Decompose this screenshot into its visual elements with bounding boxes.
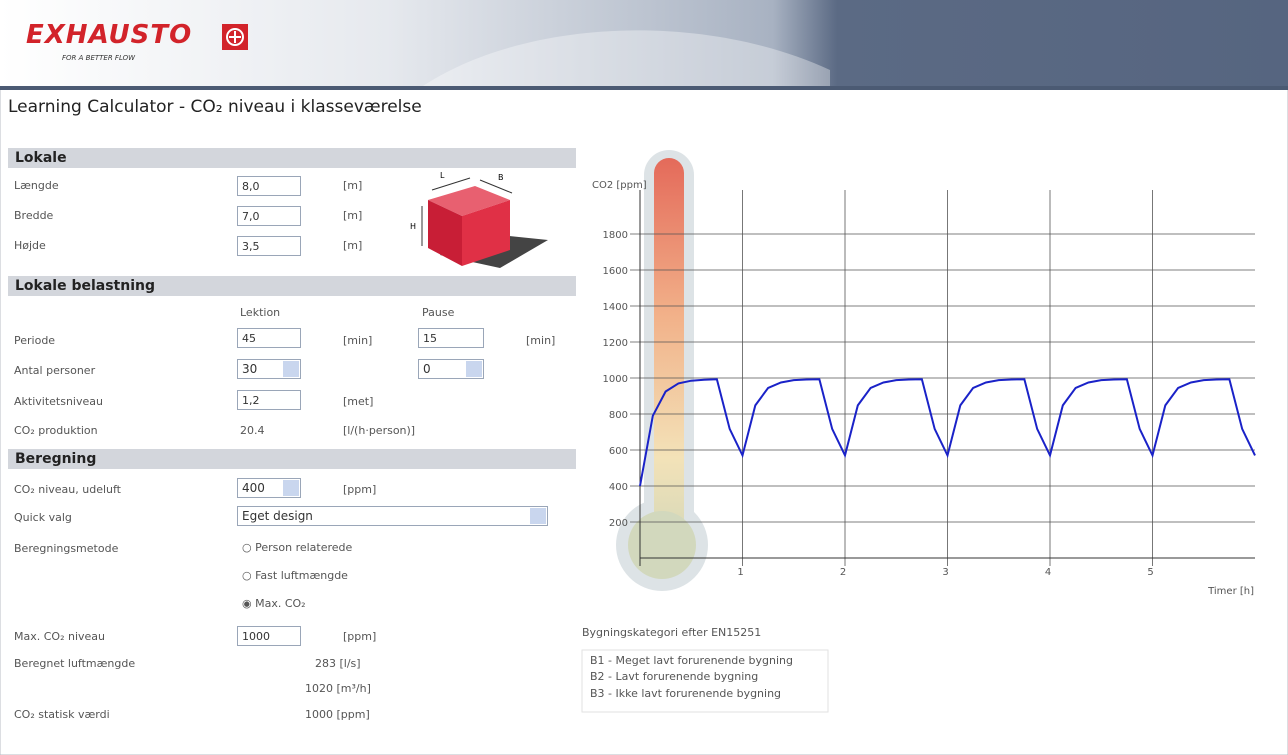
field-label: Beregnet luftmængde [14, 657, 135, 670]
select-arrow[interactable] [283, 480, 299, 496]
unit: [m] [343, 239, 362, 252]
dim-line [432, 178, 470, 190]
y-tick-label: 1600 [603, 266, 628, 277]
unit: [ppm] [343, 630, 376, 643]
y-tick-label: 400 [609, 482, 628, 493]
thermo-bulb [628, 511, 696, 579]
x-tick-label: 2 [840, 567, 846, 578]
select[interactable]: 400 [237, 478, 301, 498]
radio[interactable]: ○ Fast luftmængde [242, 569, 348, 582]
radio[interactable]: ◉ Max. CO₂ [242, 597, 306, 610]
x-tick-label: 4 [1045, 567, 1051, 578]
radio[interactable]: ○ Person relaterede [242, 541, 352, 554]
legend-item: B2 - Lavt forurenende bygning [590, 670, 758, 683]
select-arrow[interactable] [530, 508, 546, 524]
select-value: 0 [423, 362, 431, 376]
unit: [m] [343, 179, 362, 192]
logo: EXHAUSTO [26, 20, 192, 50]
radio-label: Max. CO₂ [255, 597, 305, 610]
field-label: Beregningsmetode [14, 542, 118, 555]
y-tick-label: 1000 [603, 374, 628, 385]
radio-label: Fast luftmængde [255, 569, 348, 582]
unit: [min] [526, 334, 555, 347]
select[interactable]: Eget design [237, 506, 548, 526]
column-heading: Pause [422, 306, 454, 319]
field-label: Længde [14, 179, 59, 192]
value-text: 20.4 [240, 424, 265, 437]
text-input[interactable]: 1000 [237, 626, 301, 646]
select-arrow[interactable] [283, 361, 299, 377]
y-tick-label: 1800 [603, 230, 628, 241]
dim-label: L [440, 171, 445, 180]
page: L B H 200 400 600 800 1000 1200 1400 1600 1800 1 2… [0, 0, 1288, 755]
field-label: Højde [14, 239, 46, 252]
value-text: 1020 [m³/h] [305, 682, 371, 695]
text-input[interactable]: 3,5 [237, 236, 301, 256]
unit: [ppm] [343, 483, 376, 496]
field-label: Periode [14, 334, 55, 347]
tagline: FOR A BETTER FLOW [62, 54, 135, 62]
field-label: Antal personer [14, 364, 95, 377]
legend-title: Bygningskategori efter EN15251 [582, 626, 761, 639]
unit: [m] [343, 209, 362, 222]
y-tick-label: 200 [609, 518, 628, 529]
y-axis-title: CO2 [ppm] [592, 180, 647, 191]
room-diagram: L B H [410, 171, 548, 268]
value-text: 283 [l/s] [315, 657, 361, 670]
select-value: Eget design [242, 509, 313, 523]
dim-label: H [410, 222, 416, 231]
radio-label: Person relaterede [255, 541, 352, 554]
field-label: Aktivitetsniveau [14, 395, 103, 408]
y-tick-label: 1400 [603, 302, 628, 313]
select[interactable]: 0 [418, 359, 484, 379]
field-label: Quick valg [14, 511, 72, 524]
value-text: 1000 [ppm] [305, 708, 370, 721]
unit: [met] [343, 395, 373, 408]
header-rule [0, 86, 1288, 90]
x-tick-label: 1 [737, 567, 743, 578]
field-label: CO₂ produktion [14, 424, 98, 437]
section-heading: Lokale [8, 148, 576, 168]
field-label: CO₂ niveau, udeluft [14, 483, 121, 496]
legend-item: B1 - Meget lavt forurenende bygning [590, 654, 793, 667]
column-heading: Lektion [240, 306, 280, 319]
text-input[interactable]: 15 [418, 328, 484, 348]
section-heading: Beregning [8, 449, 576, 469]
select-value: 30 [242, 362, 257, 376]
thermometer [616, 150, 708, 591]
field-label: Max. CO₂ niveau [14, 630, 105, 643]
text-input[interactable]: 45 [237, 328, 301, 348]
section-heading: Lokale belastning [8, 276, 576, 296]
text-input[interactable]: 1,2 [237, 390, 301, 410]
y-tick-label: 800 [609, 410, 628, 421]
field-label: CO₂ statisk værdi [14, 708, 110, 721]
thermo-tube [654, 158, 684, 558]
legend-item: B3 - Ikke lavt forurenende bygning [590, 687, 781, 700]
select-value: 400 [242, 481, 265, 495]
x-tick-label: 3 [942, 567, 948, 578]
y-tick-label: 600 [609, 446, 628, 457]
field-label: Bredde [14, 209, 53, 222]
select[interactable]: 30 [237, 359, 301, 379]
unit: [l/(h·person)] [343, 424, 415, 437]
y-tick-label: 1200 [603, 338, 628, 349]
page-title: Learning Calculator - CO₂ niveau i klass… [8, 97, 422, 117]
dim-label: B [498, 173, 504, 182]
text-input[interactable]: 7,0 [237, 206, 301, 226]
select-arrow[interactable] [466, 361, 482, 377]
unit: [min] [343, 334, 372, 347]
x-axis-title: Timer [h] [1207, 586, 1254, 597]
x-tick-label: 5 [1147, 567, 1153, 578]
text-input[interactable]: 8,0 [237, 176, 301, 196]
